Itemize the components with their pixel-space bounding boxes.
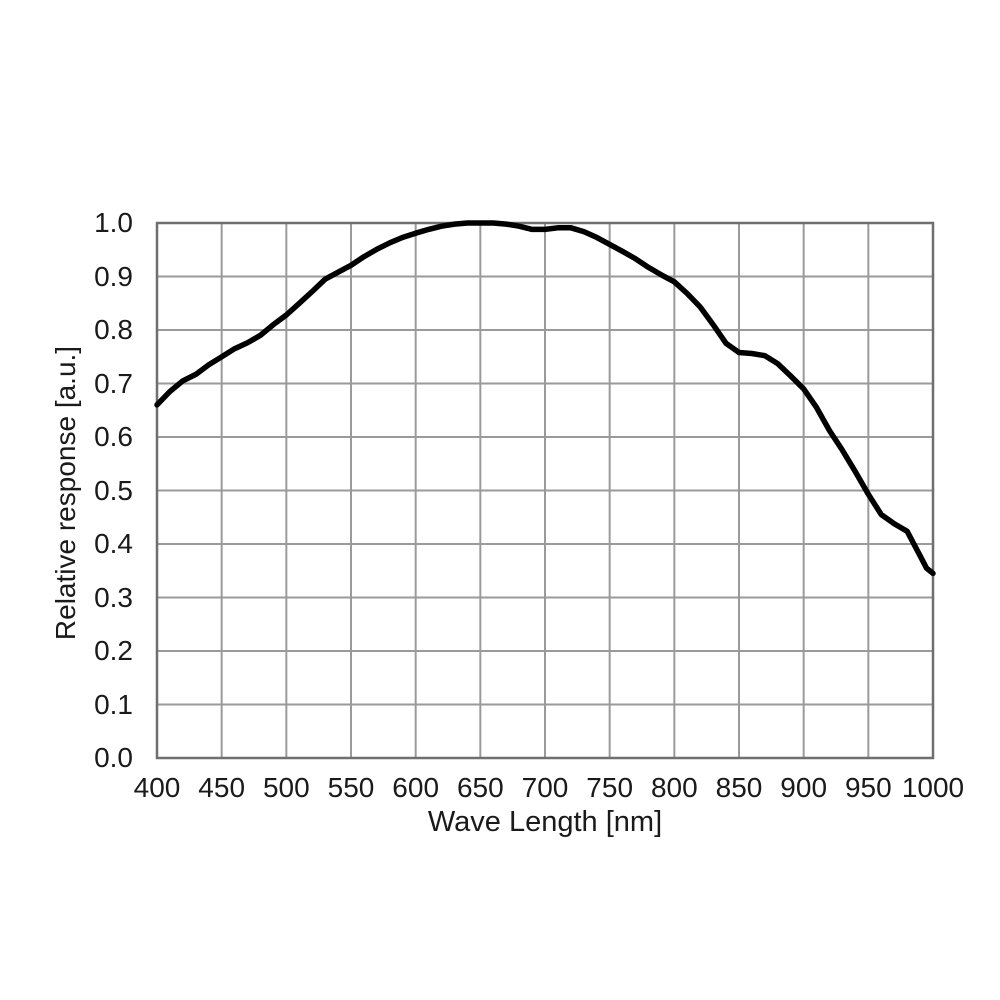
y-tick-label: 0.7: [94, 367, 133, 399]
plot-border: [155, 221, 935, 760]
x-tick-label: 500: [262, 772, 310, 803]
x-tick-label: 900: [780, 772, 828, 803]
x-tick-label: 950: [844, 772, 892, 803]
x-tick-label: 450: [198, 772, 246, 803]
y-tick-label: 0.3: [94, 581, 133, 613]
x-tick-label: 750: [586, 772, 634, 803]
response-curve-plot: [154, 220, 936, 760]
series-relative-response: [154, 220, 936, 577]
x-tick-label: 600: [392, 772, 440, 803]
x-tick-label: 850: [715, 772, 763, 803]
x-tick-label: 800: [650, 772, 698, 803]
y-tick-label: 1.0: [94, 207, 133, 238]
x-axis-title: Wave Length [nm]: [427, 806, 663, 838]
x-tick-label: 650: [456, 772, 504, 803]
x-tick-label: 700: [521, 772, 569, 803]
y-tick-label: 0.4: [94, 528, 133, 559]
y-tick-label: 0.2: [94, 635, 133, 666]
y-tick-label: 0.9: [94, 260, 133, 292]
y-tick-label: 0.6: [94, 421, 133, 452]
y-tick-label: 0.5: [94, 474, 133, 506]
plot-area: [154, 220, 936, 760]
x-tick-label: 400: [133, 772, 181, 803]
y-tick-label: 0.1: [94, 688, 133, 720]
x-tick-label: 1000: [901, 772, 965, 803]
x-tick-label: 550: [327, 772, 375, 803]
y-tick-label: 0.0: [94, 742, 133, 773]
y-tick-label: 0.8: [94, 314, 133, 345]
